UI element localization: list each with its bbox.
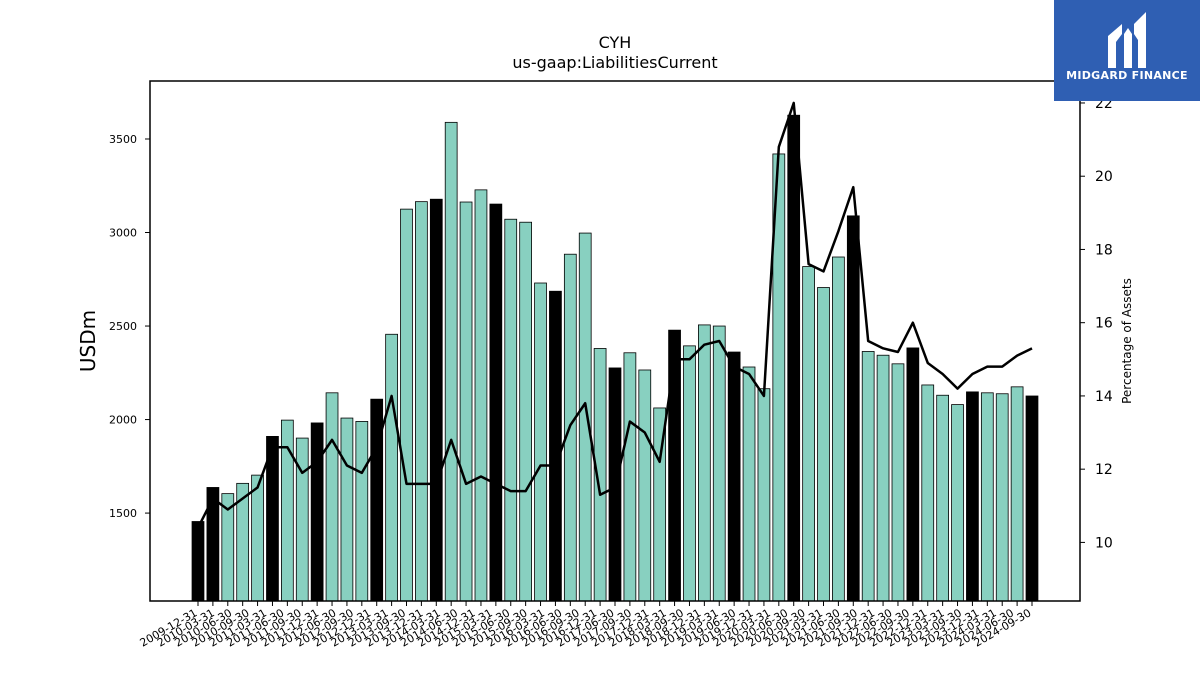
bar-2017-06-30 — [638, 369, 652, 602]
bar-2013-12-31 — [429, 198, 443, 602]
bar-2019-06-30 — [757, 388, 771, 602]
bar-2021-06-30 — [876, 354, 890, 602]
bar-2022-09-30 — [951, 404, 964, 602]
bar-2018-09-30 — [712, 325, 726, 602]
bar-2021-09-30 — [891, 363, 905, 602]
y2-axis-label: Percentage of Assets — [1120, 278, 1134, 404]
bar-2021-03-31 — [861, 351, 875, 602]
bar-2011-09-30 — [295, 437, 309, 602]
chart-subtitle: us-gaap:LiabilitiesCurrent — [512, 53, 718, 72]
y2-tick-label: 10 — [1095, 535, 1113, 551]
plot-frame — [149, 80, 1081, 602]
bar-2012-03-31 — [325, 392, 339, 602]
y2-tick-label: 20 — [1095, 169, 1113, 185]
chart-title: CYH — [598, 33, 632, 52]
x-axis: 2009-12-312010-03-312010-06-302010-09-30… — [138, 601, 1034, 650]
y2-tick-label: 18 — [1095, 242, 1113, 258]
bar-2021-12-31 — [906, 347, 920, 602]
y-tick-label: 3500 — [109, 133, 137, 146]
y-axis-left: 1500 2000 2500 3000 3500 — [109, 133, 150, 520]
bar-2014-03-31 — [444, 121, 458, 602]
bar-series — [191, 114, 1039, 602]
bar-2022-03-31 — [921, 384, 935, 602]
bar-2016-06-30 — [578, 232, 592, 602]
bar-2023-09-30 — [1010, 386, 1024, 602]
bar-2012-06-30 — [340, 417, 354, 602]
bar-2018-12-31 — [727, 351, 741, 602]
bar-2015-12-31 — [549, 290, 562, 602]
bar-2009-12-31 — [191, 521, 205, 602]
bar-2018-03-31 — [683, 345, 696, 602]
y-tick-label: 2000 — [109, 414, 137, 427]
bar-2022-06-30 — [936, 394, 950, 602]
logo-mark-icon — [1108, 12, 1146, 68]
y-tick-label: 1500 — [109, 507, 137, 520]
logo-text: MIDGARD FINANCE — [1066, 69, 1188, 82]
y-axis-label: USDm — [76, 310, 100, 372]
bar-2015-03-31 — [504, 218, 518, 602]
midgard-finance-logo: MIDGARD FINANCE — [1054, 0, 1200, 101]
bar-2020-06-30 — [817, 287, 830, 602]
bar-2018-06-30 — [698, 324, 711, 602]
y2-tick-label: 14 — [1095, 389, 1113, 405]
bar-2014-09-30 — [474, 189, 488, 602]
bar-2022-12-31 — [966, 391, 979, 602]
bar-2017-03-31 — [623, 352, 637, 602]
bar-2012-09-30 — [355, 421, 369, 602]
bar-2023-06-30 — [995, 393, 1009, 602]
bar-2019-12-31 — [787, 114, 801, 602]
bar-2020-03-31 — [802, 266, 815, 602]
bar-2019-03-31 — [742, 366, 756, 602]
bar-2013-03-31 — [385, 333, 398, 602]
bar-2020-12-31 — [846, 215, 860, 602]
bar-2015-09-30 — [534, 282, 547, 602]
percentage-line-series — [196, 101, 1033, 529]
y-tick-label: 3000 — [109, 227, 137, 240]
bar-2014-12-31 — [489, 203, 503, 602]
bar-2014-06-30 — [459, 201, 473, 602]
bar-2023-12-31 — [1025, 395, 1039, 602]
bar-2017-12-31 — [668, 329, 681, 602]
bar-2020-09-30 — [832, 256, 845, 602]
y-tick-label: 2500 — [109, 320, 137, 333]
bar-2013-06-30 — [400, 208, 413, 602]
bar-2015-06-30 — [519, 221, 533, 602]
y2-tick-label: 16 — [1095, 316, 1113, 332]
bar-2013-09-30 — [415, 201, 428, 602]
bar-2011-12-31 — [310, 422, 324, 602]
bar-2010-12-31 — [251, 474, 264, 602]
percentage-line — [196, 101, 1033, 529]
y2-tick-label: 12 — [1095, 462, 1113, 478]
bar-2023-03-31 — [980, 392, 994, 602]
